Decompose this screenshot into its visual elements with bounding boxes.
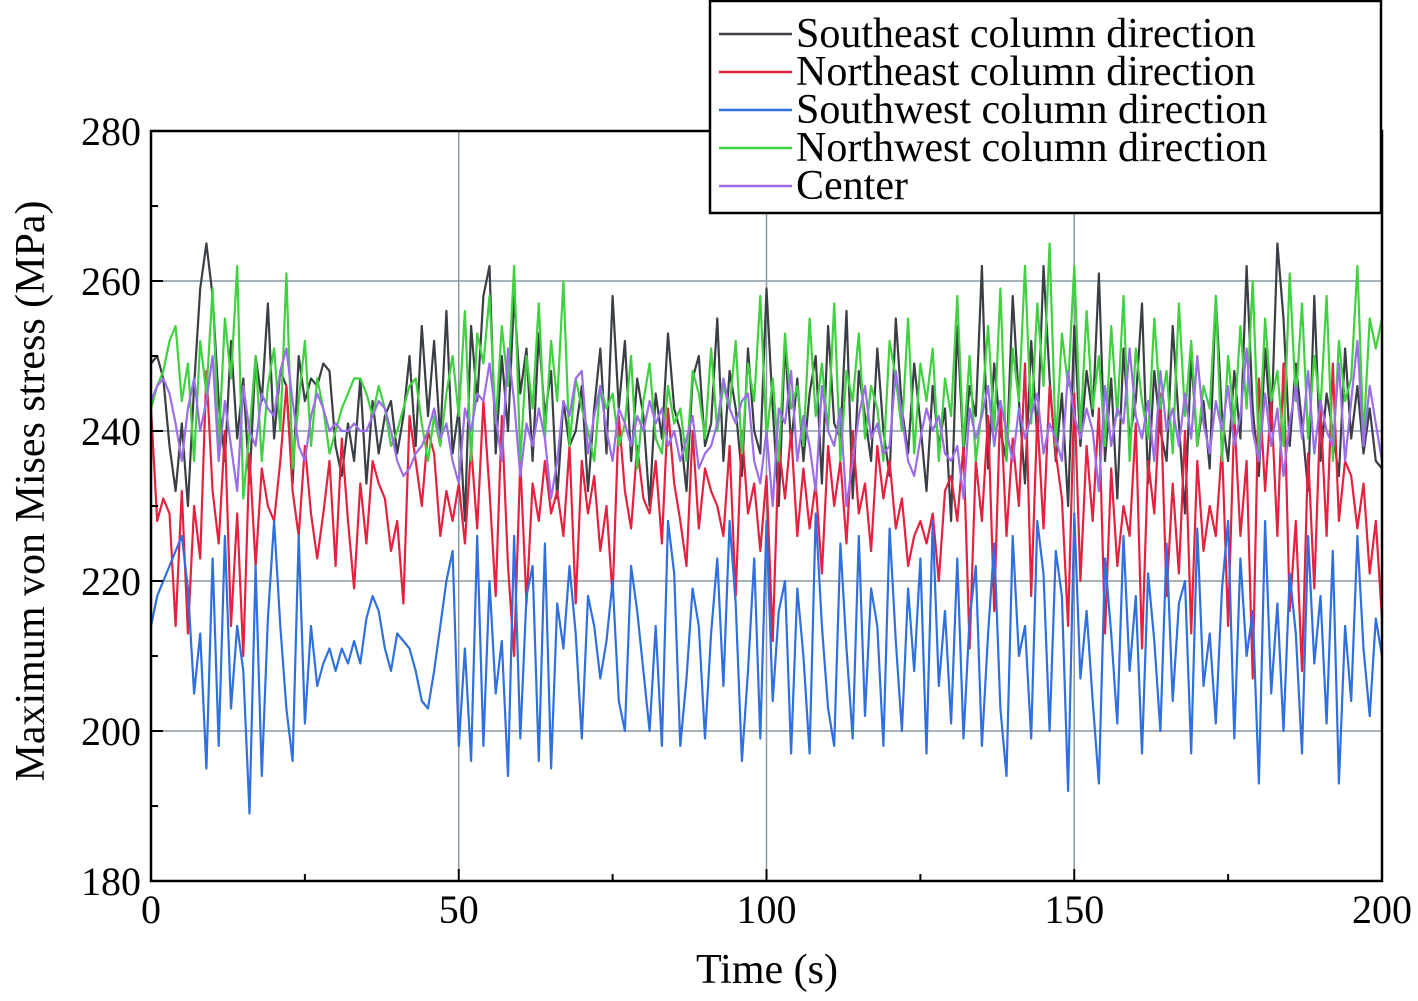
x-tick-label-3: 150 — [1044, 887, 1104, 932]
axis-ticks — [150, 130, 1383, 882]
series-line-0 — [150, 242, 1383, 523]
grid-lines — [151, 131, 1382, 881]
series-line-4 — [149, 339, 1384, 508]
x-tick-label-4: 200 — [1352, 887, 1412, 932]
legend-label-0: Southeast column direction — [796, 11, 1256, 57]
x-tick-labels: 0 50 100 150 200 — [141, 887, 1412, 932]
legend-label-1: Northeast column direction — [796, 49, 1256, 95]
x-tick-label-2: 100 — [737, 887, 797, 932]
y-axis-title: Maximum von Mises stress (MPa) — [8, 201, 54, 782]
y-tick-label-5: 280 — [81, 109, 141, 154]
y-tick-label-1: 200 — [81, 709, 141, 754]
legend-box — [708, 0, 1383, 215]
y-tick-label-3: 240 — [81, 409, 141, 454]
x-axis-title: Time (s) — [696, 947, 838, 993]
series-line-1 — [149, 362, 1384, 680]
legend-label-4: Center — [796, 163, 908, 209]
series-line-2 — [149, 512, 1384, 815]
x-tick-label-0: 0 — [141, 887, 161, 932]
y-tick-label-4: 260 — [81, 259, 141, 304]
legend-label-3: Northwest column direction — [796, 125, 1267, 171]
y-tick-label-0: 180 — [81, 859, 141, 904]
y-tick-labels: 180 200 220 240 260 280 — [81, 109, 141, 904]
y-tick-label-2: 220 — [81, 559, 141, 604]
legend-label-2: Southwest column direction — [796, 87, 1267, 133]
x-tick-label-1: 50 — [439, 887, 479, 932]
series-lines — [149, 242, 1384, 815]
